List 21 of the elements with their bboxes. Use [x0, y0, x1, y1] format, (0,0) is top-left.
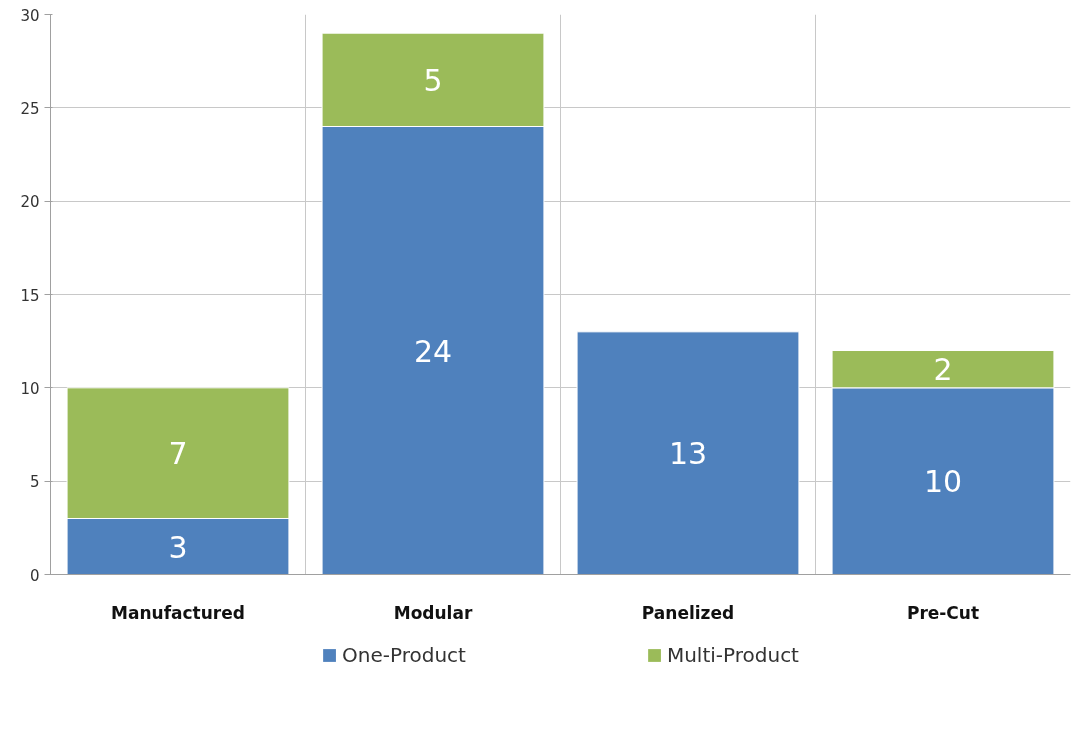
bar: [576, 331, 800, 575]
data-label: 5: [423, 62, 443, 98]
y-tick-label: 20: [20, 193, 40, 212]
y-tick-label: 15: [20, 286, 40, 305]
data-label: 24: [413, 333, 453, 369]
x-tick-label: Modular: [393, 602, 473, 623]
y-tick-label: 25: [20, 99, 40, 118]
y-tick-label: 0: [29, 566, 40, 585]
legend-label: One-Product: [342, 643, 466, 667]
x-tick-label: Panelized: [641, 602, 735, 623]
y-tick-label: 5: [29, 473, 40, 492]
x-tick-label: Pre-Cut: [906, 602, 980, 623]
legend-label: Multi-Product: [666, 643, 799, 667]
y-tick-label: 30: [20, 6, 40, 25]
y-tick-label: 10: [20, 379, 40, 398]
data-label: 10: [923, 464, 963, 500]
data-label: 13: [668, 436, 708, 472]
data-label: 3: [168, 529, 188, 565]
x-tick-label: Manufactured: [111, 602, 245, 623]
data-label: 2: [933, 352, 953, 388]
data-label: 7: [168, 436, 188, 472]
